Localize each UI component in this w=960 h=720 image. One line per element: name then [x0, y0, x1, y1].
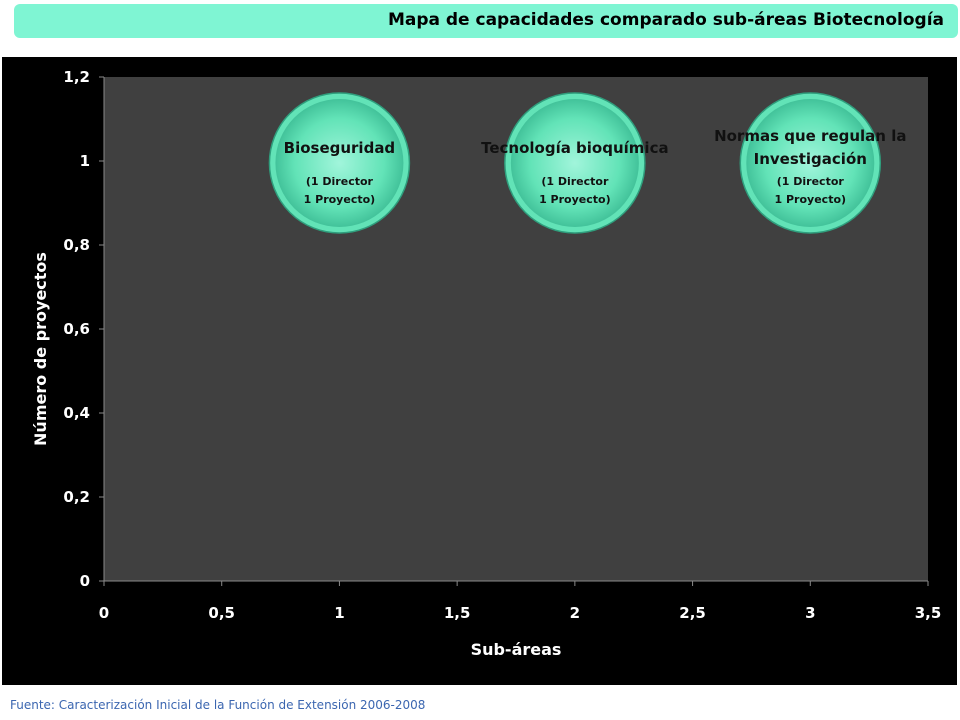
bubble-detail: 1 Proyecto) [775, 193, 847, 206]
bubble-point: Bioseguridad (1 Director 1 Proyecto) [268, 92, 411, 234]
y-tick-label: 0,2 [63, 488, 90, 506]
chart-area: 0 0,2 0,4 0,6 0,8 1 1,2 0 0,5 1 1,5 2 2,5 3 3,5 Sub-áre… [2, 57, 957, 685]
bubble-detail: 1 Proyecto) [539, 193, 611, 206]
x-tick-label: 0 [99, 604, 109, 622]
bubble-highlight [746, 99, 875, 227]
x-tick-label: 3,5 [915, 604, 942, 622]
bubble-highlight [275, 99, 404, 227]
bubble-point: Normas que regulan la Investigación (1 Dir… [714, 92, 906, 234]
bubble-highlight [510, 99, 639, 227]
x-tick-label: 1,5 [444, 604, 471, 622]
x-tick-label: 3 [805, 604, 815, 622]
bubble-detail: (1 Director [306, 175, 374, 188]
x-tick-label: 2,5 [679, 604, 706, 622]
bubble-label: Tecnología bioquímica [481, 139, 669, 157]
x-tick-label: 0,5 [208, 604, 235, 622]
x-axis-title: Sub-áreas [471, 640, 562, 659]
slide-title-bar: Mapa de capacidades comparado sub-áreas … [14, 4, 958, 38]
bubble-detail: (1 Director [541, 175, 609, 188]
y-tick-label: 1,2 [63, 68, 90, 86]
bubble-chart: 0 0,2 0,4 0,6 0,8 1 1,2 0 0,5 1 1,5 2 2,5 3 3,5 Sub-áre… [31, 68, 942, 659]
bubble-label: Investigación [754, 150, 867, 168]
source-note: Fuente: Caracterización Inicial de la Fu… [10, 698, 426, 712]
y-tick-label: 1 [80, 152, 90, 170]
x-tick-label: 2 [570, 604, 580, 622]
y-tick-label: 0,6 [63, 320, 90, 338]
bubble-detail: (1 Director [777, 175, 845, 188]
x-tick-label: 1 [334, 604, 344, 622]
bubble-label: Normas que regulan la [714, 127, 906, 145]
bubble-detail: 1 Proyecto) [304, 193, 376, 206]
y-tick-label: 0,4 [63, 404, 90, 422]
y-tick-label: 0,8 [63, 236, 90, 254]
y-tick-label: 0 [80, 572, 90, 590]
slide-title: Mapa de capacidades comparado sub-áreas … [387, 10, 944, 30]
y-axis-title: Número de proyectos [31, 252, 50, 446]
bubble-label: Bioseguridad [284, 139, 396, 157]
bubble-point: Tecnología bioquímica (1 Director 1 Proyec… [481, 92, 669, 234]
